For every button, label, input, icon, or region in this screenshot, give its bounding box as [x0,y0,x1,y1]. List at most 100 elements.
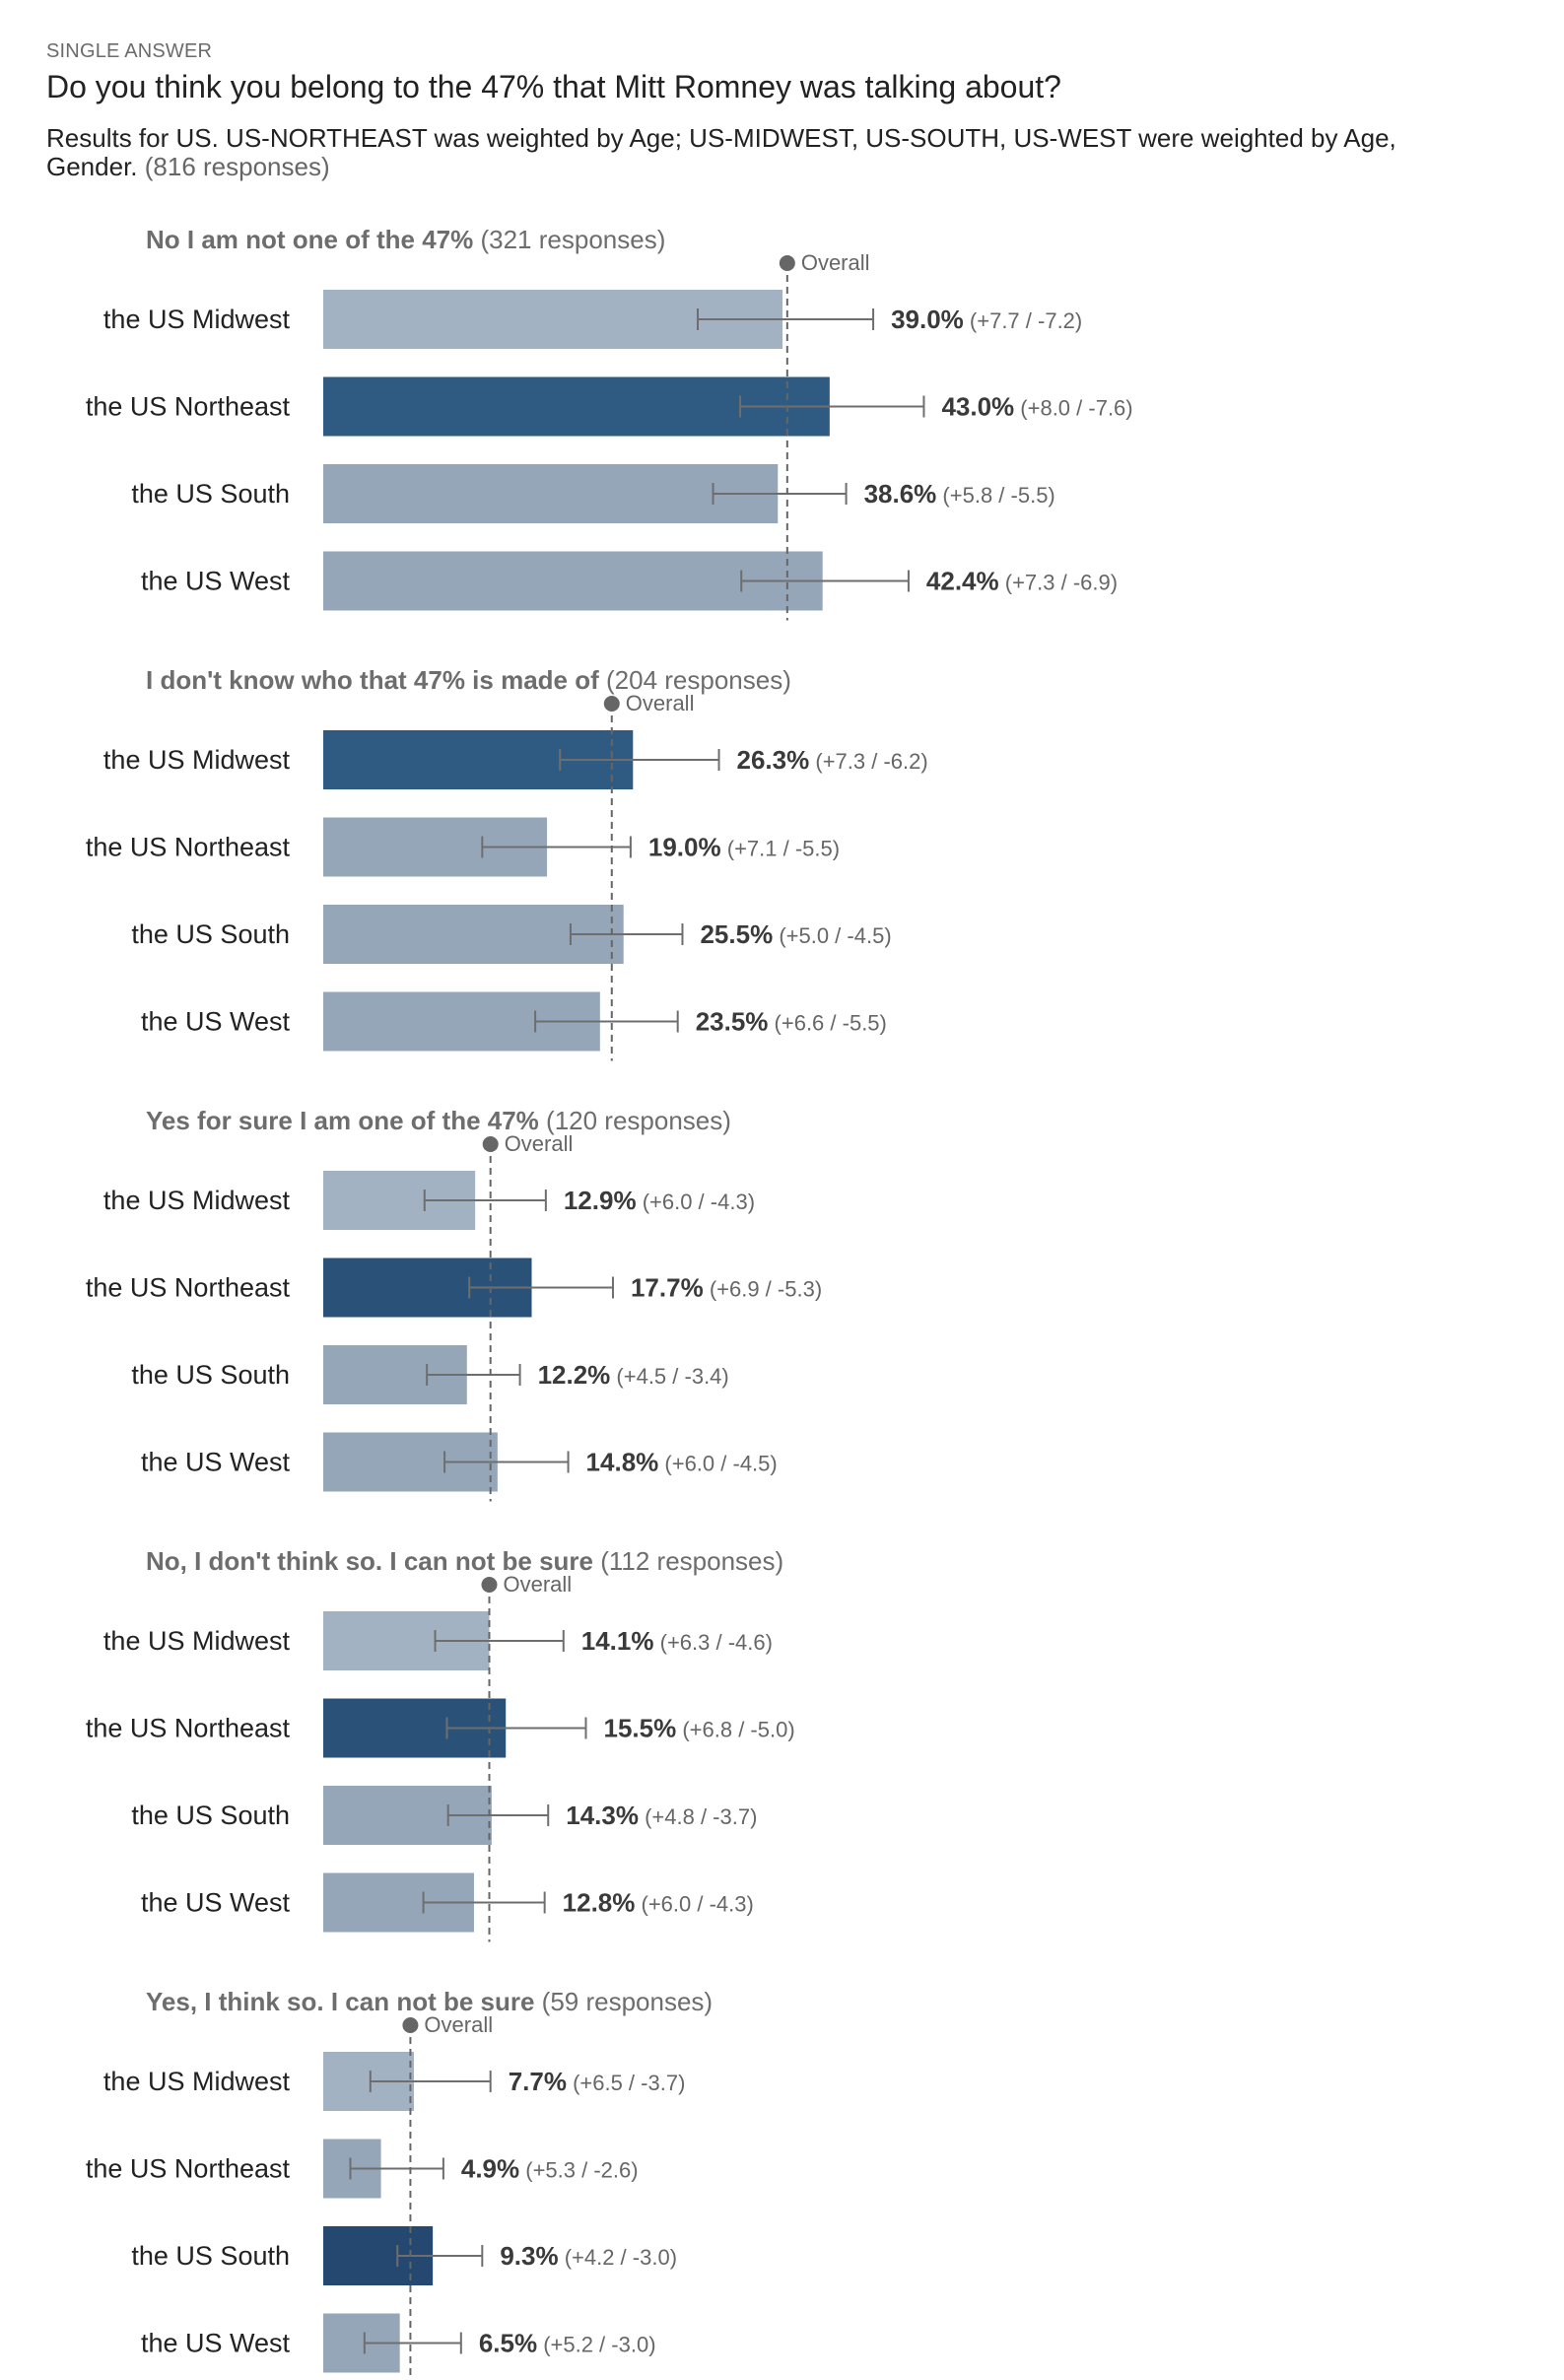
data-label: 14.1% (+6.3 / -4.6) [581,1626,773,1656]
ci-label: (+7.3 / -6.9) [999,571,1118,595]
group-title: No I am not one of the 47% (321 response… [146,225,665,254]
weighting-note: Results for US. US-NORTHEAST was weighte… [46,123,1396,181]
overall-marker [482,1136,499,1152]
ci-label: (+6.6 / -5.5) [768,1011,886,1036]
group-responses: (120 responses) [539,1106,731,1135]
value-label: 43.0% [941,392,1014,422]
ci-label: (+5.3 / -2.6) [519,2158,638,2183]
bar [323,551,823,611]
data-label: 38.6% (+5.8 / -5.5) [864,479,1055,509]
error-bar [445,1717,587,1739]
ci-label: (+7.7 / -7.2) [964,308,1082,333]
error-bar [369,2071,492,2092]
category-label: the US Midwest [103,305,291,334]
error-bar [534,1010,679,1033]
category-label: the US Midwest [103,2067,291,2096]
value-label: 14.1% [581,1626,654,1656]
ci-label: (+4.8 / -3.7) [639,1804,757,1829]
data-label: 12.8% (+6.0 / -4.3) [563,1888,754,1918]
group-title: Yes for sure I am one of the 47% (120 re… [146,1106,731,1135]
value-label: 17.7% [631,1273,704,1303]
ci-label: (+6.8 / -5.0) [676,1718,794,1742]
category-label: the US West [141,1007,291,1037]
group-answer-label: Yes, I think so. I can not be sure [146,1987,534,2016]
ci-label: (+6.0 / -4.3) [635,1892,753,1917]
answer-group: No I am not one of the 47% (321 response… [86,225,1133,621]
value-label: 25.5% [700,919,773,949]
value-label: 26.3% [737,745,810,775]
category-label: the US West [141,2329,291,2358]
data-label: 9.3% (+4.2 / -3.0) [500,2241,677,2271]
total-responses: (816 responses) [144,152,330,181]
overall-label: Overall [503,1572,572,1597]
category-label: the US South [131,1360,290,1390]
overall-label: Overall [505,1131,574,1156]
ci-label: (+7.1 / -5.5) [721,837,840,861]
group-title: No, I don't think so. I can not be sure … [146,1546,783,1576]
error-bar [712,483,848,505]
data-label: 12.2% (+4.5 / -3.4) [538,1360,729,1390]
value-label: 19.0% [648,833,721,862]
error-bar [446,1804,550,1826]
category-label: the US Northeast [86,1714,291,1743]
category-label: the US Northeast [86,1273,291,1303]
error-bar [422,1891,546,1914]
data-label: 42.4% (+7.3 / -6.9) [926,567,1118,596]
ci-label: (+6.5 / -3.7) [567,2071,685,2095]
overall-label: Overall [626,691,695,715]
error-bar [426,1364,521,1386]
overall-marker [481,1577,498,1593]
ci-label: (+5.2 / -3.0) [537,2333,655,2357]
data-label: 17.7% (+6.9 / -5.3) [631,1273,822,1303]
group-answer-label: Yes for sure I am one of the 47% [146,1106,539,1135]
error-bar [434,1630,565,1652]
ci-label: (+6.0 / -4.5) [658,1452,777,1476]
value-label: 23.5% [696,1007,769,1037]
group-answer-label: I don't know who that 47% is made of [146,665,599,695]
ci-label: (+8.0 / -7.6) [1014,396,1132,421]
bar [323,464,779,523]
question-title: Do you think you belong to the 47% that … [46,69,1061,104]
data-label: 26.3% (+7.3 / -6.2) [737,745,928,775]
ci-label: (+6.3 / -4.6) [654,1630,773,1655]
overall-label: Overall [801,250,870,275]
category-label: the US Northeast [86,833,291,862]
group-title: Yes, I think so. I can not be sure (59 r… [146,1987,713,2016]
category-label: the US West [141,1888,291,1918]
overall-label: Overall [424,2012,493,2037]
value-label: 14.8% [586,1448,659,1477]
overall-marker [779,255,795,271]
data-label: 14.3% (+4.8 / -3.7) [566,1801,757,1830]
value-label: 42.4% [926,567,999,596]
error-bar [349,2157,444,2180]
ci-label: (+6.0 / -4.3) [637,1190,755,1214]
category-label: the US South [131,2241,290,2271]
category-label: the US Midwest [103,1626,291,1656]
category-label: the US West [141,567,291,596]
group-title: I don't know who that 47% is made of (20… [146,665,791,695]
overall-marker [603,696,620,712]
value-label: 15.5% [603,1714,676,1743]
group-answer-label: No I am not one of the 47% [146,225,473,254]
value-label: 12.2% [538,1360,611,1390]
value-label: 6.5% [479,2329,537,2358]
error-bar [697,308,875,330]
answer-group: Yes, I think so. I can not be sure (59 r… [86,1987,713,2380]
value-label: 9.3% [500,2241,558,2271]
value-label: 4.9% [461,2154,519,2184]
data-label: 39.0% (+7.7 / -7.2) [891,305,1082,334]
category-label: the US South [131,919,290,949]
data-label: 25.5% (+5.0 / -4.5) [700,919,891,949]
ci-label: (+5.8 / -5.5) [936,483,1054,508]
data-label: 14.8% (+6.0 / -4.5) [586,1448,778,1477]
group-responses: (321 responses) [473,225,665,254]
category-label: the US West [141,1448,291,1477]
ci-label: (+4.5 / -3.4) [610,1364,728,1389]
error-bar [740,570,910,592]
group-answer-label: No, I don't think so. I can not be sure [146,1546,593,1576]
error-bar [559,749,720,771]
data-label: 19.0% (+7.1 / -5.5) [648,833,840,862]
question-header: SINGLE ANSWER Do you think you belong to… [46,39,1525,181]
answer-group: Yes for sure I am one of the 47% (120 re… [86,1106,822,1502]
